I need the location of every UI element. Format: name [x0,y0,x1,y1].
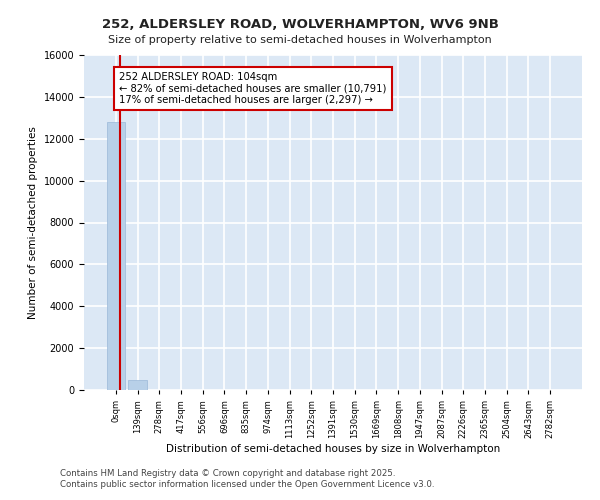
Text: 252, ALDERSLEY ROAD, WOLVERHAMPTON, WV6 9NB: 252, ALDERSLEY ROAD, WOLVERHAMPTON, WV6 … [101,18,499,30]
X-axis label: Distribution of semi-detached houses by size in Wolverhampton: Distribution of semi-detached houses by … [166,444,500,454]
Text: Contains HM Land Registry data © Crown copyright and database right 2025.: Contains HM Land Registry data © Crown c… [60,468,395,477]
Y-axis label: Number of semi-detached properties: Number of semi-detached properties [28,126,38,319]
Text: Contains public sector information licensed under the Open Government Licence v3: Contains public sector information licen… [60,480,434,489]
Bar [107,122,125,390]
Bar [128,380,147,390]
Text: 252 ALDERSLEY ROAD: 104sqm
← 82% of semi-detached houses are smaller (10,791)
17: 252 ALDERSLEY ROAD: 104sqm ← 82% of semi… [119,72,387,105]
Text: Size of property relative to semi-detached houses in Wolverhampton: Size of property relative to semi-detach… [108,35,492,45]
